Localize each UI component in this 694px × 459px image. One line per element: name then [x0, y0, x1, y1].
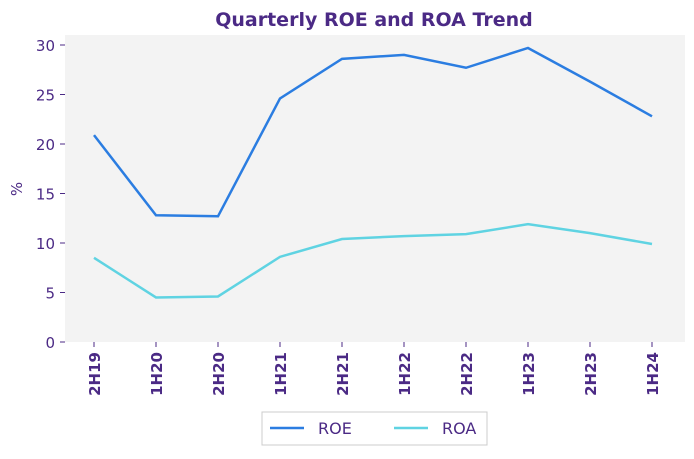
chart-title: Quarterly ROE and ROA Trend: [215, 9, 533, 31]
x-tick-label: 2H20: [210, 352, 228, 396]
y-tick-label: 15: [36, 186, 55, 204]
x-tick-label: 1H24: [644, 352, 662, 396]
plot-area: [65, 35, 685, 342]
y-tick-label: 0: [45, 334, 55, 352]
x-tick-label: 2H21: [334, 352, 352, 396]
y-axis-label: %: [8, 182, 26, 196]
y-tick-label: 25: [36, 87, 55, 105]
x-tick-label: 2H23: [582, 352, 600, 396]
x-tick-label: 2H22: [458, 352, 476, 396]
x-tick-label: 1H20: [148, 352, 166, 396]
x-tick-label: 2H19: [86, 352, 104, 396]
y-tick-label: 20: [36, 136, 55, 154]
x-tick-label: 1H23: [520, 352, 538, 396]
legend-label-roe: ROE: [318, 419, 352, 438]
y-tick-label: 30: [36, 37, 55, 55]
x-tick-label: 1H22: [396, 352, 414, 396]
x-tick-label: 1H21: [272, 352, 290, 396]
y-tick-label: 10: [36, 235, 55, 253]
y-tick-label: 5: [45, 285, 55, 303]
legend: ROE ROA: [262, 412, 487, 445]
legend-label-roa: ROA: [442, 419, 476, 438]
